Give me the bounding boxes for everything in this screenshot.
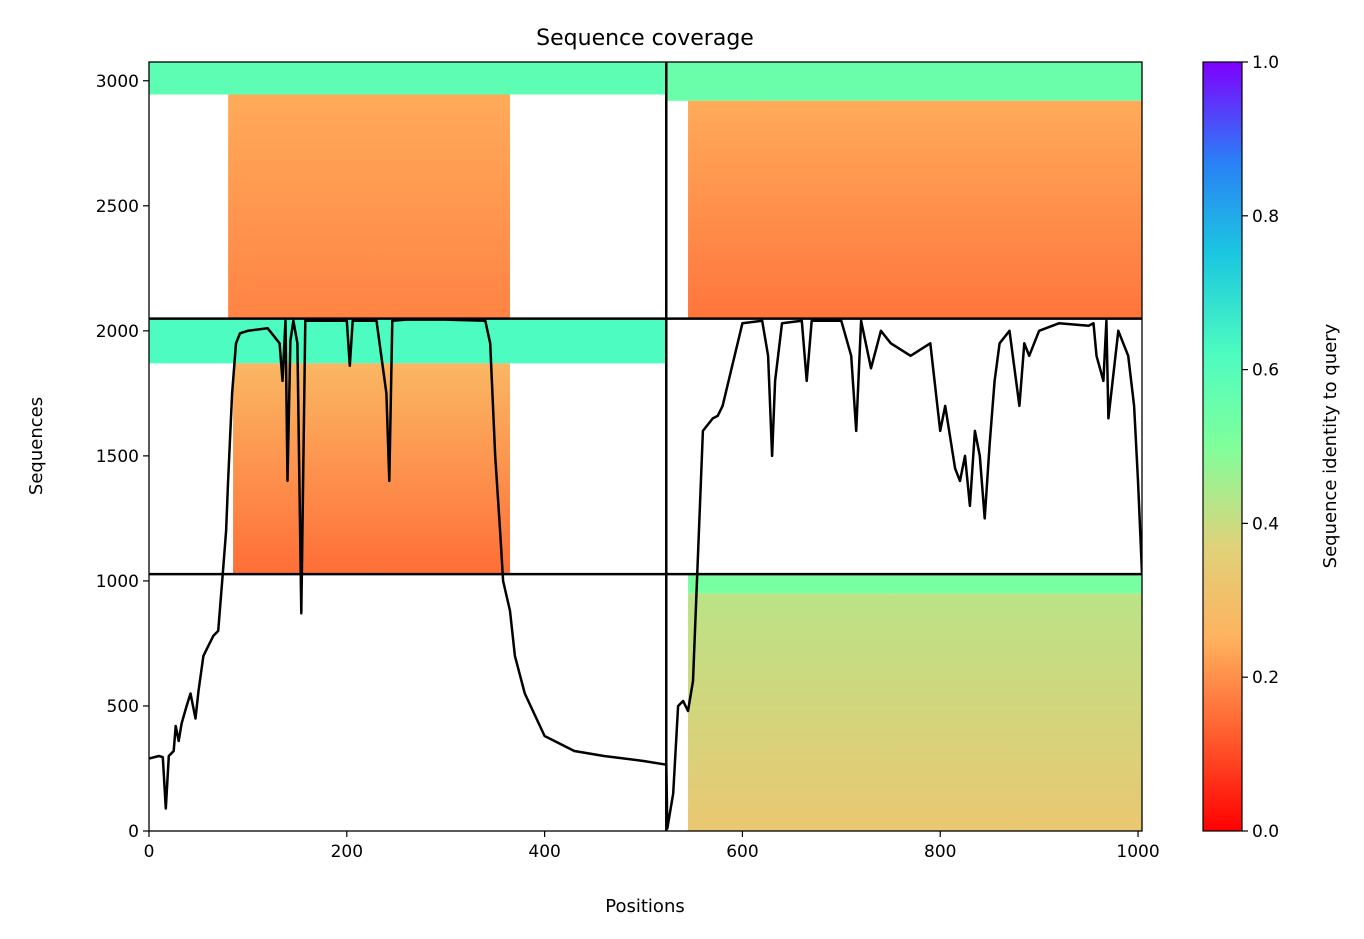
colorbar-tick-label: 0.2	[1252, 668, 1279, 688]
identity-band	[228, 94, 511, 319]
msa-block-top-left	[149, 62, 667, 319]
identity-band	[149, 62, 667, 95]
identity-band	[688, 100, 1142, 319]
coverage-line	[149, 318, 1142, 830]
chart-title: Sequence coverage	[536, 26, 754, 51]
x-tick-label: 200	[331, 842, 363, 862]
x-axis-ticks: 0 200 400 600 800 1000	[144, 831, 1160, 862]
y-axis-label: Sequences	[26, 397, 47, 495]
identity-band	[688, 574, 1142, 594]
block-dividers	[149, 62, 1142, 831]
identity-band	[666, 62, 1142, 101]
y-tick-label: 3000	[96, 72, 139, 92]
x-tick-label: 0	[144, 842, 155, 862]
y-tick-label: 1500	[96, 447, 139, 467]
y-tick-label: 1000	[96, 572, 139, 592]
x-tick-label: 1000	[1116, 842, 1159, 862]
colorbar-tick-label: 0.6	[1252, 361, 1279, 381]
colorbar-ticks: 0.0 0.2 0.4 0.6 0.8 1.0	[1242, 53, 1279, 842]
x-tick-label: 600	[726, 842, 758, 862]
y-tick-label: 500	[107, 697, 139, 717]
colorbar-tick-label: 1.0	[1252, 53, 1279, 73]
y-tick-label: 2000	[96, 322, 139, 342]
heatmap-layer	[149, 62, 1142, 831]
colorbar-tick-label: 0.0	[1252, 822, 1279, 842]
colorbar-tick-label: 0.4	[1252, 514, 1279, 534]
identity-band	[233, 363, 511, 575]
msa-block-top-right	[666, 62, 1142, 319]
plot-area	[149, 62, 1142, 831]
plot-frame	[148, 61, 1143, 832]
colorbar-label: Sequence identity to query	[1320, 323, 1341, 568]
identity-band	[149, 318, 667, 364]
x-tick-label: 400	[528, 842, 560, 862]
y-tick-label: 2500	[96, 197, 139, 217]
colorbar	[1202, 61, 1243, 832]
identity-band	[688, 593, 1142, 831]
x-axis-label: Positions	[605, 896, 684, 917]
y-tick-label: 0	[128, 822, 139, 842]
msa-block-bottom-right	[688, 574, 1142, 831]
y-axis-ticks: 0 500 1000 1500 2000 2500 3000	[96, 72, 149, 842]
x-tick-label: 800	[924, 842, 956, 862]
colorbar-tick-label: 0.8	[1252, 207, 1279, 227]
